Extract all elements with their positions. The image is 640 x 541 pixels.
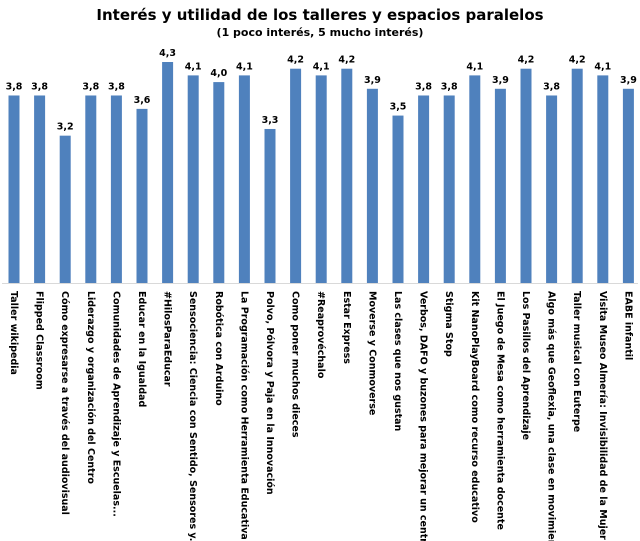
data-label: 3,9 — [620, 75, 637, 86]
bar — [110, 95, 122, 283]
bar — [187, 75, 199, 283]
data-label: 3,8 — [6, 81, 23, 92]
data-label: 4,2 — [518, 55, 535, 66]
bar — [213, 82, 225, 283]
data-label: 4,1 — [466, 61, 483, 72]
category-label: Flipped Classroom — [34, 291, 45, 390]
data-label: 4,1 — [313, 61, 330, 72]
category-label: Polvo, Pólvora y Paja en la Innovación — [264, 291, 275, 495]
bar — [34, 95, 46, 283]
data-label: 4,2 — [569, 55, 586, 66]
bar — [520, 68, 532, 284]
category-label: Taller wikipedia — [8, 291, 19, 375]
bar — [136, 108, 148, 283]
category-label: Como poner muchos dieces — [290, 291, 301, 438]
data-label: 3,9 — [364, 75, 381, 86]
data-label: 4,1 — [594, 61, 611, 72]
category-label: Comunidades de Aprendizaje y Escuelas... — [110, 291, 121, 517]
bar — [8, 95, 20, 283]
data-label: 3,8 — [415, 81, 432, 92]
bar — [571, 68, 583, 284]
category-label: EABE infantil — [622, 291, 633, 360]
bar — [315, 75, 327, 283]
chart-title: Interés y utilidad de los talleres y esp… — [96, 6, 544, 24]
data-label: 4,2 — [338, 55, 355, 66]
bar — [162, 62, 174, 283]
bar — [597, 75, 609, 283]
category-label: #HilosParaEducar — [162, 291, 173, 387]
category-label: Visita Museo Almería: Invisibilidad de l… — [597, 291, 608, 540]
category-label: #Reaprovéchalo — [315, 291, 326, 379]
bar — [341, 68, 353, 284]
bar — [546, 95, 558, 283]
category-label: Taller musical con Euterpe — [571, 291, 582, 432]
bar — [622, 88, 634, 284]
bar — [264, 128, 276, 283]
data-label: 3,3 — [262, 115, 279, 126]
bar — [290, 68, 302, 284]
bar — [366, 88, 378, 284]
chart-subtitle: (1 poco interés, 5 mucho interés) — [216, 26, 424, 39]
data-label: 4,2 — [287, 55, 304, 66]
data-label: 3,9 — [492, 75, 509, 86]
data-label: 4,1 — [236, 61, 253, 72]
data-label: 3,6 — [134, 95, 151, 106]
bar — [85, 95, 97, 283]
category-label: Moverse y Conmoverse — [366, 291, 377, 415]
category-label: Sensociencia: Ciencia con Sentido, Senso… — [187, 291, 198, 541]
bar — [443, 95, 455, 283]
data-label: 3,8 — [543, 81, 560, 92]
bar — [238, 75, 250, 283]
bar — [494, 88, 506, 284]
category-label: Las clases que nos gustan — [392, 291, 403, 432]
category-label: Stigma Stop — [443, 291, 454, 357]
bar — [59, 135, 71, 283]
data-label: 3,8 — [441, 81, 458, 92]
category-label: Los Pasillos del Aprendizaje — [520, 291, 531, 440]
category-label: Robótica con Arduino — [213, 291, 224, 406]
data-label: 3,2 — [57, 122, 74, 133]
category-label: Liderazgo y organización del Centro — [85, 291, 96, 484]
data-label: 3,8 — [31, 81, 48, 92]
category-label: El Juego de Mesa como herramienta docent… — [494, 291, 505, 530]
category-label: Estar Express — [341, 291, 352, 364]
data-label: 3,8 — [82, 81, 99, 92]
bar — [469, 75, 481, 283]
category-label: La Programación como Herramienta Educati… — [238, 291, 249, 540]
data-label: 4,3 — [159, 48, 176, 59]
category-label: Educar en la Igualdad — [136, 291, 147, 407]
category-label: Verbos, DAFO y buzones para mejorar un c… — [418, 291, 429, 541]
bar — [418, 95, 430, 283]
category-label: Algo más que Geoflexia, una clase en mov… — [546, 291, 557, 541]
data-label: 4,0 — [210, 68, 227, 79]
data-label: 4,1 — [185, 61, 202, 72]
category-label: Kit NanoPlayBoard como recurso educativo — [469, 291, 480, 523]
data-label: 3,8 — [108, 81, 125, 92]
data-label: 3,5 — [390, 102, 407, 113]
bar — [392, 115, 404, 283]
category-label: Cómo expresarse a través del audiovisual — [59, 291, 70, 515]
